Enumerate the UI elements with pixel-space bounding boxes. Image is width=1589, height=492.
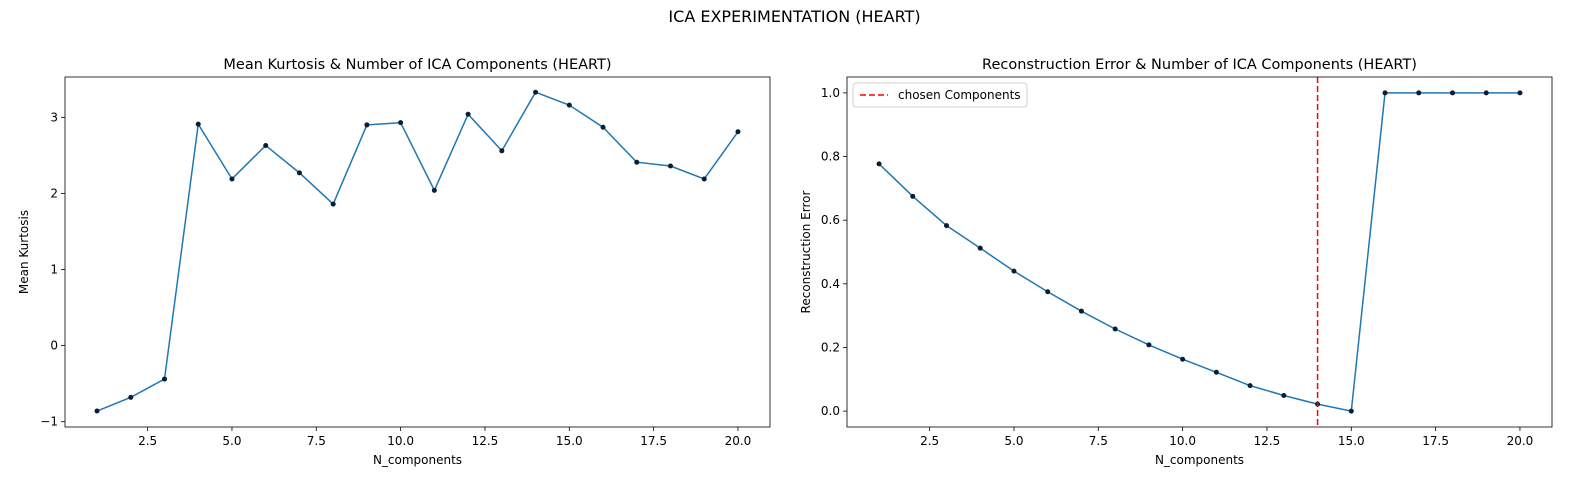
y-tick-label: 0 bbox=[50, 339, 58, 353]
data-point bbox=[398, 120, 404, 126]
x-tick-label: 20.0 bbox=[1507, 434, 1534, 448]
kurtosis-chart: Mean Kurtosis & Number of ICA Components… bbox=[17, 57, 771, 467]
data-point bbox=[910, 193, 916, 199]
x-tick-label: 10.0 bbox=[1169, 434, 1196, 448]
legend-label: chosen Components bbox=[898, 88, 1021, 102]
data-point bbox=[1247, 383, 1253, 389]
data-point bbox=[735, 129, 741, 135]
chart-title: Mean Kurtosis & Number of ICA Components… bbox=[223, 57, 611, 73]
data-point bbox=[944, 223, 950, 229]
data-point bbox=[1011, 268, 1017, 274]
data-point bbox=[1348, 408, 1354, 414]
data-point bbox=[1146, 342, 1152, 348]
data-point bbox=[162, 376, 168, 382]
data-point bbox=[431, 187, 437, 193]
y-axis-title: Mean Kurtosis bbox=[17, 210, 31, 294]
x-axis-title: N_components bbox=[373, 453, 462, 467]
y-tick-label: 3 bbox=[50, 110, 58, 124]
x-axis-title: N_components bbox=[1155, 453, 1244, 467]
x-tick-label: 5.0 bbox=[222, 434, 241, 448]
series-line bbox=[96, 91, 739, 412]
x-tick-label: 2.5 bbox=[138, 434, 157, 448]
plot-frame bbox=[846, 76, 1553, 428]
data-point bbox=[128, 394, 134, 400]
y-tick-label: 0.8 bbox=[821, 150, 840, 164]
legend: chosen Components bbox=[852, 82, 1028, 108]
data-point bbox=[977, 245, 983, 251]
data-point bbox=[330, 201, 336, 207]
y-tick-label: 0.6 bbox=[821, 213, 840, 227]
reconstruction-error-chart: Reconstruction Error & Number of ICA Com… bbox=[799, 57, 1553, 467]
data-point bbox=[1281, 393, 1287, 398]
x-tick-label: 17.5 bbox=[640, 434, 667, 448]
y-axis-title: Reconstruction Error bbox=[799, 191, 813, 314]
y-tick-label: 0.4 bbox=[821, 277, 840, 291]
x-tick-label: 12.5 bbox=[472, 434, 499, 448]
x-tick-label: 12.5 bbox=[1254, 434, 1281, 448]
data-point bbox=[566, 102, 572, 108]
x-tick-label: 15.0 bbox=[556, 434, 583, 448]
y-tick-label: −1 bbox=[40, 415, 58, 429]
legend-box bbox=[852, 82, 1028, 108]
data-point bbox=[296, 170, 302, 176]
chart-title: Reconstruction Error & Number of ICA Com… bbox=[982, 57, 1417, 73]
data-point bbox=[94, 408, 100, 414]
data-point bbox=[634, 159, 640, 165]
y-tick-label: 2 bbox=[50, 186, 58, 200]
x-tick-label: 15.0 bbox=[1338, 434, 1365, 448]
x-tick-label: 10.0 bbox=[387, 434, 414, 448]
data-point bbox=[1517, 90, 1523, 96]
data-point bbox=[195, 121, 201, 127]
data-point bbox=[533, 89, 539, 95]
data-point bbox=[465, 111, 471, 117]
y-tick-label: 0.2 bbox=[821, 340, 840, 354]
data-point bbox=[364, 122, 370, 128]
data-point bbox=[1213, 369, 1219, 375]
figure-title: ICA EXPERIMENTATION (HEART) bbox=[668, 7, 921, 26]
data-point bbox=[1078, 308, 1084, 314]
data-point bbox=[1382, 90, 1388, 96]
data-point bbox=[1416, 90, 1422, 96]
data-point bbox=[600, 124, 606, 130]
y-tick-label: 0.0 bbox=[821, 404, 840, 418]
y-tick-label: 1.0 bbox=[821, 86, 840, 100]
data-point bbox=[701, 176, 707, 182]
data-point bbox=[1449, 90, 1455, 96]
data-point bbox=[1483, 90, 1489, 96]
x-tick-label: 5.0 bbox=[1004, 434, 1023, 448]
data-point bbox=[876, 161, 882, 167]
data-point bbox=[1112, 326, 1118, 332]
y-tick-label: 1 bbox=[50, 263, 58, 277]
x-tick-label: 17.5 bbox=[1422, 434, 1449, 448]
x-tick-label: 2.5 bbox=[920, 434, 939, 448]
x-tick-label: 7.5 bbox=[307, 434, 326, 448]
data-point bbox=[499, 148, 505, 154]
data-point bbox=[229, 176, 235, 182]
plot-frame bbox=[64, 76, 771, 428]
series-line bbox=[878, 92, 1520, 412]
data-point bbox=[1045, 289, 1051, 295]
data-point bbox=[1180, 356, 1186, 362]
x-tick-label: 7.5 bbox=[1089, 434, 1108, 448]
data-point bbox=[667, 163, 673, 169]
data-point bbox=[263, 142, 269, 148]
x-tick-label: 20.0 bbox=[725, 434, 752, 448]
